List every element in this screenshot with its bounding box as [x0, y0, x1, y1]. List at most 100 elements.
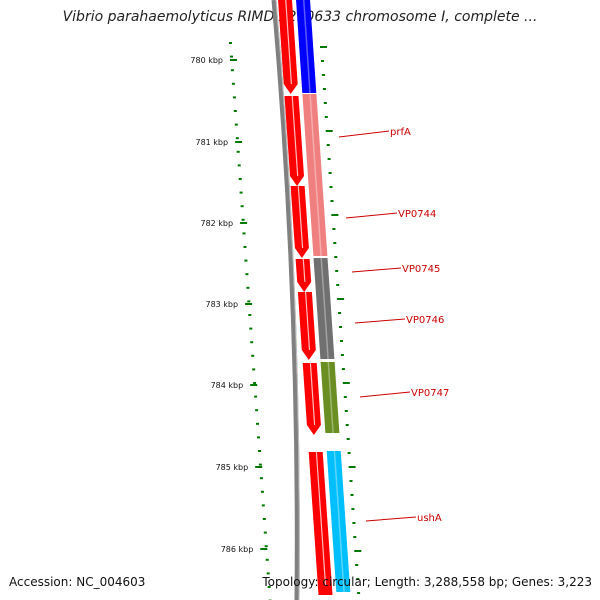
major-tick [260, 548, 268, 550]
gene-arrow-highlight [309, 362, 316, 426]
feature-highlight [302, 0, 311, 94]
scale-dot [267, 586, 271, 588]
scale-dot [239, 191, 243, 194]
outer-tick [352, 522, 356, 524]
gene-leader-line [354, 318, 406, 324]
outer-tick [353, 536, 357, 538]
feature-block[interactable] [302, 94, 323, 186]
kbp-label: 780 kbp [190, 56, 223, 65]
kbp-label: 784 kbp [211, 381, 244, 390]
outer-tick [321, 60, 324, 62]
gene-arrow[interactable] [308, 452, 333, 595]
gene-arrow-highlight [305, 291, 311, 351]
scale-dot [260, 490, 264, 493]
scale-dot [232, 96, 236, 99]
outer-tick [321, 74, 325, 76]
gene-arrow-highlight [291, 95, 299, 177]
outer-tick [340, 340, 343, 342]
outer-tick [348, 466, 356, 468]
genome-stats: Topology: circular; Length: 3,288,558 bp… [262, 575, 592, 589]
kbp-label: 783 kbp [205, 300, 238, 309]
feature-highlight [333, 450, 345, 593]
major-tick [230, 59, 237, 61]
gene-arrow[interactable] [295, 259, 312, 292]
outer-tick [350, 494, 354, 496]
feature-block[interactable] [326, 451, 351, 592]
outer-tick [351, 508, 355, 510]
scale-dot [259, 477, 263, 480]
gene-arrow[interactable] [278, 0, 298, 94]
outer-tick [326, 144, 330, 146]
gene-arrow[interactable] [302, 363, 321, 435]
outer-tick [347, 452, 351, 454]
gene-label[interactable]: VP0744 [398, 209, 436, 220]
scale-dot [262, 518, 266, 520]
gene-arrow-highlight [302, 258, 306, 283]
gene-arrow[interactable] [290, 186, 309, 258]
outer-tick [322, 88, 326, 90]
outer-tick [332, 228, 336, 230]
feature-block[interactable] [320, 362, 340, 433]
gene-label[interactable]: VP0747 [411, 388, 449, 399]
outer-tick [357, 592, 361, 594]
feature-highlight [320, 257, 325, 293]
outer-tick [325, 130, 333, 132]
scale-dot [254, 395, 258, 398]
feature-block[interactable] [313, 258, 330, 292]
chromosome-backbone [271, 0, 300, 600]
feature-highlight [309, 93, 318, 187]
scale-dot [237, 164, 241, 167]
kbp-label: 781 kbp [195, 138, 228, 147]
gene-label[interactable]: VP0745 [402, 264, 440, 275]
scale-dot [264, 545, 268, 548]
scale-dot [248, 314, 252, 316]
gene-arrow[interactable] [297, 292, 316, 360]
scale-dot [255, 409, 259, 412]
gene-arrow-highlight [285, 0, 292, 85]
gene-label[interactable]: prfA [390, 127, 411, 138]
outer-strand-features[interactable] [296, 0, 351, 593]
scale-dot [253, 382, 257, 384]
outer-tick [355, 564, 359, 566]
outer-tick [345, 424, 349, 426]
backbone-highlight [275, 0, 300, 600]
feature-block[interactable] [315, 292, 335, 359]
accession-text: Accession: NC_004603 [9, 575, 146, 589]
gene-label[interactable]: ushA [417, 513, 442, 524]
gene-label[interactable]: VP0746 [406, 315, 444, 326]
outer-tick [336, 284, 340, 286]
feature-highlight [327, 361, 334, 434]
scale-dot [242, 232, 246, 235]
outer-tick [324, 116, 328, 118]
scale-dot [257, 436, 260, 439]
gene-labels: prfA VP0744 VP0745 VP0746 VP0747 ushA [338, 127, 449, 524]
outer-tick [342, 382, 350, 384]
scale-dot [261, 504, 265, 507]
kbp-label: 785 kbp [216, 463, 249, 472]
outer-tick [327, 158, 331, 160]
outer-tick [344, 410, 348, 412]
scale-dot [250, 341, 254, 344]
gene-arrow[interactable] [284, 96, 305, 186]
outer-tick [349, 480, 353, 482]
outer-tick [320, 46, 327, 48]
feature-block[interactable] [296, 0, 317, 93]
gene-leader-line [351, 267, 402, 273]
scale-dot [243, 246, 247, 248]
scale-dot [234, 123, 238, 126]
major-tick [235, 141, 243, 143]
scale-dot [230, 55, 233, 58]
outer-tick [330, 200, 334, 202]
outer-tick [339, 326, 342, 328]
scale-dot [258, 463, 262, 466]
inner-strand-features[interactable] [278, 0, 333, 595]
scale-dot [256, 422, 259, 425]
feature-block[interactable] [308, 186, 328, 256]
scale-dot [229, 42, 232, 44]
scale-dot [240, 205, 244, 208]
scale-dot [241, 218, 245, 221]
outer-tick [346, 438, 350, 440]
kbp-label: 782 kbp [200, 219, 233, 228]
scale-dot [245, 273, 249, 276]
